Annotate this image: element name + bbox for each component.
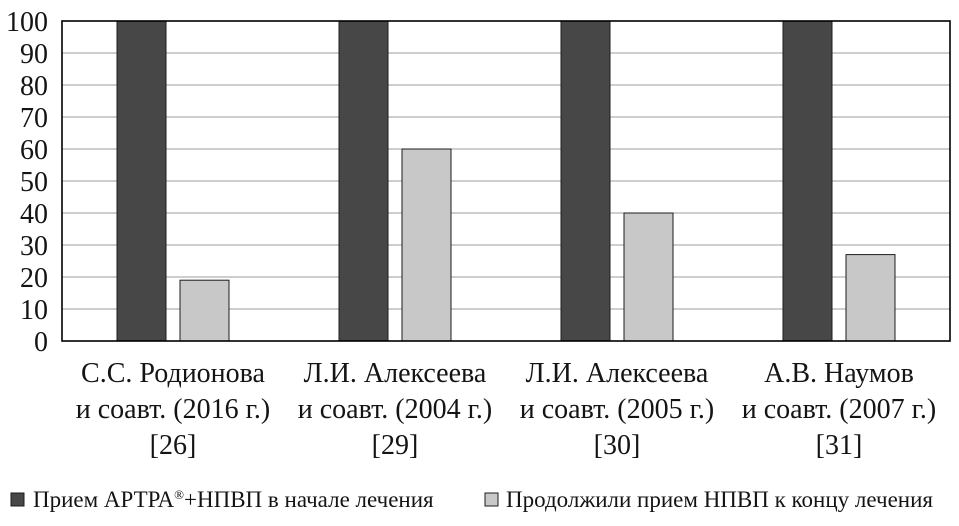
bar-series-1-category-4: [782, 20, 833, 342]
y-tick-label-10: 10: [20, 295, 48, 326]
x-category-label-3: Л.И. Алексеева и соавт. (2005 г.) [30]: [520, 358, 714, 461]
bar-series-2-category-1: [179, 279, 230, 342]
x-category-label-line-1: С.С. Родионова: [81, 358, 265, 389]
legend: Прием АРТРА®+НПВП в начале лечения Продо…: [10, 487, 933, 512]
bar-series-2-category-2: [401, 148, 452, 342]
x-category-label-line-3: [29]: [372, 430, 419, 461]
legend-item-1: Прием АРТРА®+НПВП в начале лечения: [10, 487, 434, 512]
bars: [116, 20, 896, 342]
y-tick-label-60: 60: [20, 135, 48, 166]
y-tick-label-0: 0: [34, 327, 48, 358]
x-category-label-2: Л.И. Алексеева и соавт. (2004 г.) [29]: [298, 358, 492, 461]
y-tick-label-20: 20: [20, 263, 48, 294]
y-tick-label-90: 90: [20, 39, 48, 70]
x-axis-category-labels: С.С. Родионова и соавт. (2016 г.) [26] Л.И.…: [76, 358, 936, 461]
legend-swatch-1: [10, 492, 25, 507]
x-category-label-line-2: и соавт. (2005 г.): [520, 394, 714, 425]
x-category-label-line-1: Л.И. Алексеева: [526, 358, 709, 389]
plot-frame: [61, 20, 951, 342]
y-tick-label-40: 40: [20, 199, 48, 230]
bar-series-2-category-3: [623, 212, 674, 342]
bar-series-1-category-3: [560, 20, 611, 342]
y-tick-label-50: 50: [20, 167, 48, 198]
legend-label-2: Продолжили прием НПВП к концу лечения: [506, 487, 933, 512]
bar-series-1-category-1: [116, 20, 167, 342]
y-tick-label-80: 80: [20, 71, 48, 102]
x-category-label-line-3: [30]: [594, 430, 641, 461]
x-category-label-4: А.В. Наумов и соавт. (2007 г.) [31]: [742, 358, 936, 461]
x-category-label-line-3: [26]: [150, 430, 197, 461]
x-category-label-line-2: и соавт. (2016 г.): [76, 394, 270, 425]
y-tick-label-30: 30: [20, 231, 48, 262]
y-tick-label-100: 100: [6, 7, 48, 38]
x-category-label-line-2: и соавт. (2007 г.): [742, 394, 936, 425]
gridlines: [62, 52, 950, 310]
bar-series-2-category-4: [845, 254, 896, 342]
x-category-label-line-2: и соавт. (2004 г.): [298, 394, 492, 425]
x-category-label-1: С.С. Родионова и соавт. (2016 г.) [26]: [76, 358, 270, 461]
legend-label-1: Прием АРТРА®+НПВП в начале лечения: [33, 487, 434, 512]
legend-swatch-2: [484, 492, 499, 507]
bar-series-1-category-2: [338, 20, 389, 342]
y-tick-label-70: 70: [20, 103, 48, 134]
x-category-label-line-3: [31]: [816, 430, 863, 461]
x-category-label-line-1: Л.И. Алексеева: [304, 358, 487, 389]
legend-item-2: Продолжили прием НПВП к концу лечения: [484, 487, 933, 512]
x-category-label-line-1: А.В. Наумов: [764, 358, 914, 389]
